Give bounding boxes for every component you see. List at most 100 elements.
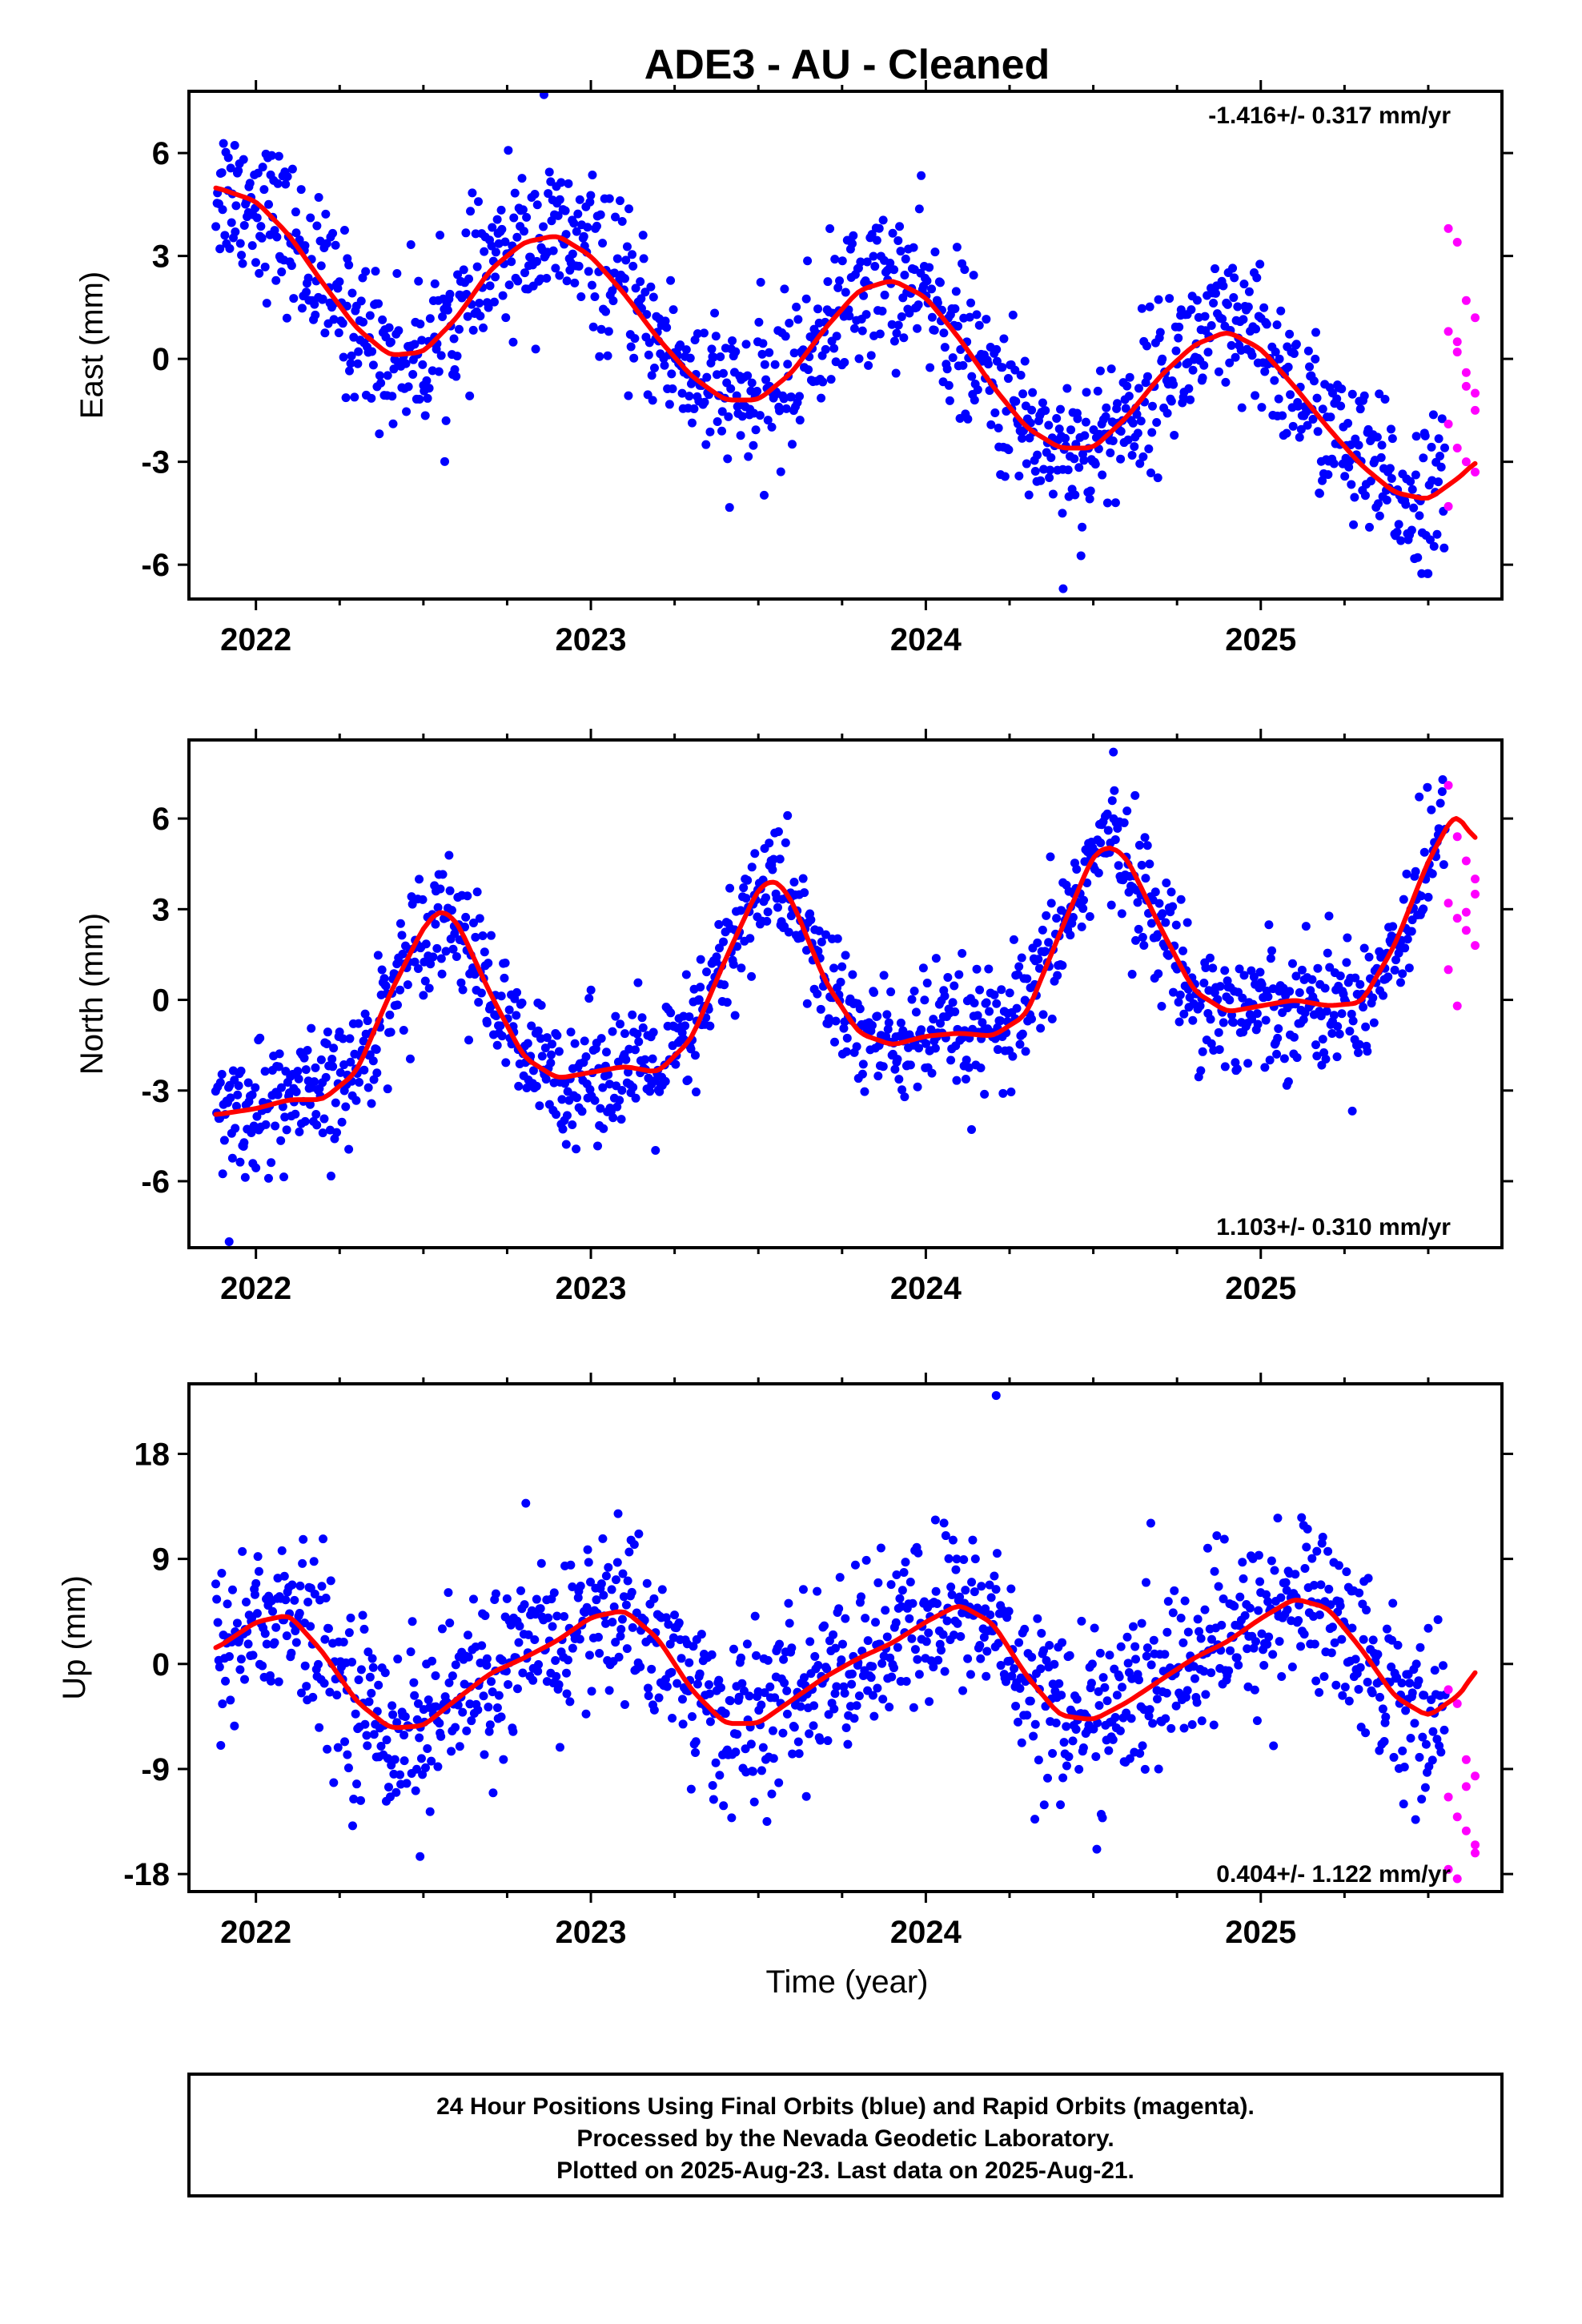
north-final-point: [886, 987, 896, 997]
north-final-point: [1109, 747, 1118, 757]
north-final-point: [504, 1005, 514, 1015]
east-final-point: [804, 365, 813, 375]
east-final-point: [291, 207, 300, 217]
east-final-point: [418, 360, 428, 369]
up-final-point: [664, 1619, 673, 1629]
up-final-point: [1389, 1752, 1399, 1762]
north-final-point: [1312, 1051, 1322, 1061]
up-final-point: [994, 1638, 1003, 1648]
up-final-point: [1388, 1598, 1398, 1608]
up-final-point: [1250, 1685, 1259, 1695]
north-final-point: [1009, 935, 1018, 944]
up-final-point: [349, 1795, 359, 1804]
north-final-point: [882, 1010, 892, 1019]
up-final-point: [782, 1709, 792, 1719]
east-final-point: [648, 292, 658, 302]
north-final-point: [992, 999, 1002, 1008]
east-final-point: [713, 417, 722, 427]
east-final-point: [1293, 401, 1303, 411]
up-final-point: [295, 1581, 305, 1590]
up-final-point: [1326, 1600, 1335, 1610]
up-final-point: [938, 1630, 948, 1639]
up-x-tick-label: 2023: [556, 1915, 627, 1950]
up-final-point: [568, 1582, 577, 1591]
north-final-point: [1053, 971, 1062, 980]
east-final-point: [1121, 404, 1130, 413]
east-final-point: [1230, 273, 1239, 283]
east-rapid-point: [1452, 444, 1462, 453]
up-final-point: [1108, 1735, 1118, 1744]
east-plot-frame: [187, 90, 1504, 601]
up-final-point: [299, 1534, 308, 1544]
east-final-point: [335, 277, 344, 287]
north-final-point: [396, 985, 405, 995]
up-final-point: [1421, 1739, 1431, 1749]
north-final-point: [869, 987, 879, 997]
east-final-point: [356, 296, 366, 306]
north-final-point: [438, 870, 448, 879]
east-final-point: [262, 299, 271, 308]
up-final-point: [1144, 1711, 1154, 1721]
up-final-point: [1114, 1672, 1124, 1682]
up-final-point: [793, 1737, 803, 1747]
north-final-point: [1072, 864, 1082, 874]
up-final-point: [391, 1787, 401, 1797]
east-final-point: [520, 268, 530, 278]
east-final-point: [338, 319, 347, 328]
up-final-point: [368, 1663, 378, 1672]
up-final-point: [1142, 1651, 1151, 1661]
up-final-point: [953, 1618, 962, 1628]
north-final-point: [677, 1028, 687, 1038]
east-final-point: [1366, 476, 1375, 486]
up-final-point: [642, 1578, 652, 1588]
up-final-point: [1430, 1666, 1439, 1675]
north-final-point: [260, 1067, 270, 1076]
up-final-point: [968, 1535, 978, 1545]
east-final-point: [1283, 362, 1293, 372]
east-final-point: [622, 242, 632, 251]
north-final-point: [1122, 806, 1132, 816]
east-final-point: [685, 392, 694, 401]
east-final-point: [893, 320, 903, 330]
north-final-point: [1034, 963, 1044, 973]
up-final-point: [767, 1789, 777, 1799]
north-final-point: [319, 1114, 329, 1124]
north-final-point: [291, 1087, 301, 1096]
east-final-point: [344, 260, 354, 270]
east-final-point: [1350, 493, 1359, 502]
east-final-point: [1101, 412, 1110, 421]
up-final-point: [800, 1673, 809, 1683]
east-final-point: [1425, 535, 1435, 545]
up-final-point: [1146, 1518, 1155, 1528]
up-final-point: [1134, 1675, 1143, 1685]
north-final-point: [1261, 1015, 1271, 1025]
north-final-point: [1243, 1059, 1253, 1068]
east-rapid-point: [1452, 348, 1462, 357]
north-final-point: [638, 1023, 648, 1032]
north-final-point: [907, 995, 917, 1004]
up-final-point: [823, 1736, 833, 1746]
up-final-point: [901, 1558, 910, 1567]
north-final-point: [540, 1043, 550, 1053]
north-final-point: [1321, 1055, 1331, 1064]
east-final-point: [629, 353, 639, 363]
east-final-point: [767, 422, 777, 432]
up-final-point: [731, 1747, 741, 1757]
up-final-point: [774, 1778, 784, 1787]
north-final-point: [359, 1036, 368, 1046]
up-final-point: [1276, 1593, 1286, 1602]
east-final-point: [1108, 436, 1118, 446]
up-final-point: [473, 1705, 483, 1715]
north-final-point: [327, 1054, 337, 1063]
up-final-point: [508, 1727, 518, 1736]
east-final-point: [282, 313, 291, 323]
east-final-point: [1110, 498, 1120, 508]
up-final-point: [985, 1580, 994, 1590]
east-final-point: [821, 344, 830, 354]
east-final-point: [829, 344, 839, 353]
up-final-point: [599, 1590, 608, 1600]
east-final-point: [1231, 352, 1240, 362]
up-final-point: [484, 1727, 494, 1736]
up-final-point: [1118, 1683, 1127, 1692]
up-final-point: [847, 1669, 857, 1679]
